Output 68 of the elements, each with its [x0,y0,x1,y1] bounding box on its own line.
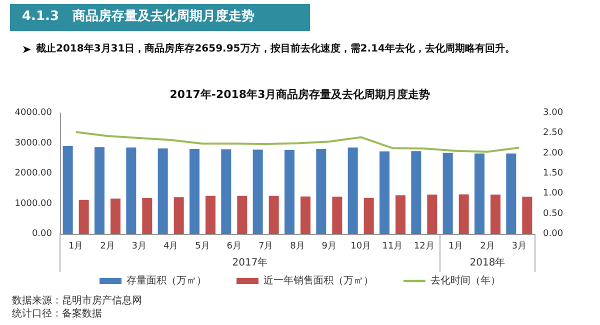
bar [237,196,248,234]
y-tick-label: 4000.00 [14,108,52,118]
legend-label: 存量面积（万㎡） [126,274,206,286]
bar [284,150,294,234]
bar [427,194,438,234]
bar [252,150,263,234]
x-tick-label: 5月 [195,242,210,252]
legend-label: 近一年销售面积（万㎡） [264,274,374,286]
bar [142,198,152,234]
bar [268,196,279,234]
bar [396,195,406,234]
y2-tick-label: 0.50 [543,208,564,219]
bar [442,152,453,234]
chart-title: 4.1.3 商品房存量及去化周期月度走势 [22,8,255,24]
x-tick-label: 1月 [68,242,84,252]
x-tick-label: 3月 [512,242,527,252]
bar [94,147,104,234]
x-tick-label: 1月 [448,242,464,252]
x-tick-label: 9月 [322,242,337,252]
x-tick-label: 7月 [258,242,274,252]
x-tick-label: 2月 [100,242,115,252]
text: 统计口径：备案数据 [12,308,102,320]
y2-tick-label: 1.00 [543,188,564,199]
source-note: 数据来源：昆明市房产信息网 [12,294,142,306]
x-tick-label: 10月 [350,242,372,252]
y-tick-label: 0.00 [32,229,52,239]
bar [221,149,232,234]
y2-tick-label: 2.50 [543,128,564,138]
line-series [74,130,520,153]
bar [474,154,484,234]
x-tick-label: 12月 [414,242,434,252]
bar [300,196,310,234]
bar [364,198,374,234]
text: 2017年 [232,256,268,268]
y-tick-label: 1000.00 [14,198,52,209]
y-tick-label: 3000.00 [14,138,52,148]
x-tick-label: 6月 [226,242,242,252]
bar [458,194,469,234]
x-tick-label: 3月 [132,242,147,252]
y2-tick-label: 2.00 [543,148,564,158]
y-tick-label: 2000.00 [14,168,52,178]
bar [126,147,136,234]
x-tick-label: 2月 [480,242,495,252]
text: 2017年-2018年3月商品房存量及去化周期月度走势 [170,88,430,101]
bar [380,151,390,234]
bar [490,194,500,234]
x-tick-label: 11月 [382,242,403,252]
bar [411,151,422,234]
y2-tick-label: 0.00 [543,229,564,239]
chart-subtitle: 截止2018年3月31日，商品房库存2659.95万方，按目前去化速度，需2.14年去化，去化周期略有回升。 [35,42,515,54]
legend-label: 去化时间（年） [430,274,500,286]
x-tick-label: 8月 [290,242,305,252]
bar [78,200,89,234]
bar [332,196,342,234]
bar [174,197,184,234]
bar [522,196,532,234]
bar [158,148,168,234]
bar [348,147,358,234]
bar [506,154,516,234]
text: 2018年 [470,256,506,268]
bar [206,196,216,234]
bar [62,146,73,234]
y2-tick-label: 3.00 [543,108,564,118]
bar [110,198,120,234]
bar [190,149,200,234]
bar [316,149,326,234]
y2-tick-label: 1.50 [543,168,564,178]
x-tick-label: 4月 [163,242,178,252]
